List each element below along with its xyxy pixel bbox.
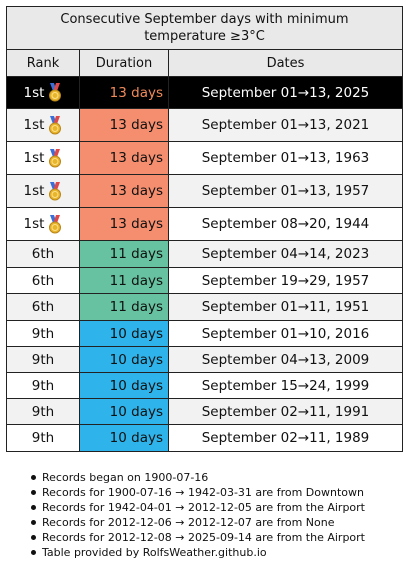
duration-cell: 11 days [80, 268, 169, 293]
rank-label: 9th [31, 325, 55, 342]
records-table: Consecutive September days with minimum … [6, 6, 403, 452]
table-row: 1st 13 days September 01→13, 1963 [7, 142, 402, 175]
rank-cell: 6th [7, 294, 80, 320]
footnote-item: Records for 2012-12-08 → 2025-09-14 are … [30, 530, 400, 545]
rank-label: 6th [31, 299, 55, 315]
table-row: 6th 11 days September 04→14, 2023 [7, 241, 402, 268]
duration-cell: 13 days [80, 208, 169, 240]
gold-medal-icon [44, 115, 62, 135]
rank-cell: 1st [7, 109, 80, 141]
duration-cell: 13 days [80, 175, 169, 207]
table-row: 9th 10 days September 02→11, 1991 [7, 399, 402, 425]
rank-cell: 1st [7, 142, 80, 174]
rank-label: 9th [31, 403, 55, 420]
footnote-item: Records for 1942-04-01 → 2012-12-05 are … [30, 500, 400, 515]
table-row: 6th 11 days September 01→11, 1951 [7, 294, 402, 321]
rank-cell: 9th [7, 373, 80, 398]
dates-cell: September 04→14, 2023 [201, 246, 370, 262]
dates-cell: September 01→13, 1957 [201, 183, 370, 199]
gold-medal-icon [44, 181, 62, 201]
table-row: 6th 11 days September 19→29, 1957 [7, 268, 402, 294]
rank-cell: 9th [7, 347, 80, 372]
dates-cell: September 01→13, 2021 [201, 117, 370, 133]
duration-cell: 10 days [80, 373, 169, 398]
duration-cell: 13 days [80, 109, 169, 141]
rank-cell: 1st [7, 208, 80, 240]
footnote-item: Records for 2012-12-06 → 2012-12-07 are … [30, 515, 400, 530]
duration-cell: 11 days [80, 241, 169, 267]
table-body: 1st 13 days September 01→13, 2025 1st 13 day… [7, 77, 402, 451]
dates-cell: September 08→20, 1944 [201, 216, 370, 232]
table-row: 9th 10 days September 01→10, 2016 [7, 321, 402, 347]
footnotes-list: Records began on 1900-07-16 Records for 1… [30, 470, 400, 560]
table-row: 1st 13 days September 01→13, 2025 [7, 77, 402, 109]
dates-cell: September 01→10, 2016 [201, 325, 370, 342]
rank-label: 9th [31, 377, 55, 394]
gold-medal-icon [44, 214, 62, 234]
rank-cell: 1st [7, 77, 80, 108]
footnote-item: Records began on 1900-07-16 [30, 470, 400, 485]
footnote-item: Table provided by RolfsWeather.github.io [30, 545, 400, 560]
dates-cell: September 01→13, 2025 [201, 84, 370, 101]
gold-medal-icon [44, 83, 62, 102]
duration-cell: 13 days [80, 77, 169, 108]
duration-column-header: Duration [80, 50, 169, 76]
table-row: 9th 10 days September 15→24, 1999 [7, 373, 402, 399]
rank-label: 1st [23, 84, 45, 101]
rank-label: 1st [23, 216, 45, 232]
rank-cell: 6th [7, 268, 80, 293]
duration-cell: 10 days [80, 425, 169, 451]
rank-label: 9th [31, 430, 55, 446]
dates-cell: September 04→13, 2009 [201, 351, 370, 368]
rank-label: 1st [23, 117, 45, 133]
table-row: 9th 10 days September 02→11, 1989 [7, 425, 402, 451]
rank-cell: 9th [7, 321, 80, 346]
rank-label: 1st [23, 183, 45, 199]
rank-cell: 1st [7, 175, 80, 207]
table-row: 1st 13 days September 01→13, 2021 [7, 109, 402, 142]
rank-cell: 6th [7, 241, 80, 267]
dates-cell: September 19→29, 1957 [201, 272, 370, 289]
dates-cell: September 02→11, 1989 [201, 430, 370, 446]
duration-cell: 10 days [80, 399, 169, 424]
gold-medal-icon [44, 148, 62, 168]
rank-column-header: Rank [7, 50, 80, 76]
rank-label: 6th [31, 246, 55, 262]
rank-label: 6th [31, 272, 55, 289]
duration-cell: 10 days [80, 321, 169, 346]
table-title: Consecutive September days with minimum … [7, 7, 402, 50]
dates-cell: September 02→11, 1991 [201, 403, 370, 420]
duration-cell: 13 days [80, 142, 169, 174]
duration-cell: 10 days [80, 347, 169, 372]
dates-cell: September 15→24, 1999 [201, 377, 370, 394]
duration-cell: 11 days [80, 294, 169, 320]
table-header: Rank Duration Dates [7, 50, 402, 77]
rank-label: 1st [23, 150, 45, 166]
table-row: 1st 13 days September 08→20, 1944 [7, 208, 402, 241]
footnote-item: Records for 1900-07-16 → 1942-03-31 are … [30, 485, 400, 500]
rank-cell: 9th [7, 425, 80, 451]
rank-label: 9th [31, 351, 55, 368]
table-row: 1st 13 days September 01→13, 1957 [7, 175, 402, 208]
dates-column-header: Dates [266, 55, 305, 71]
table-row: 9th 10 days September 04→13, 2009 [7, 347, 402, 373]
dates-cell: September 01→11, 1951 [201, 299, 370, 315]
dates-cell: September 01→13, 1963 [201, 150, 370, 166]
rank-cell: 9th [7, 399, 80, 424]
